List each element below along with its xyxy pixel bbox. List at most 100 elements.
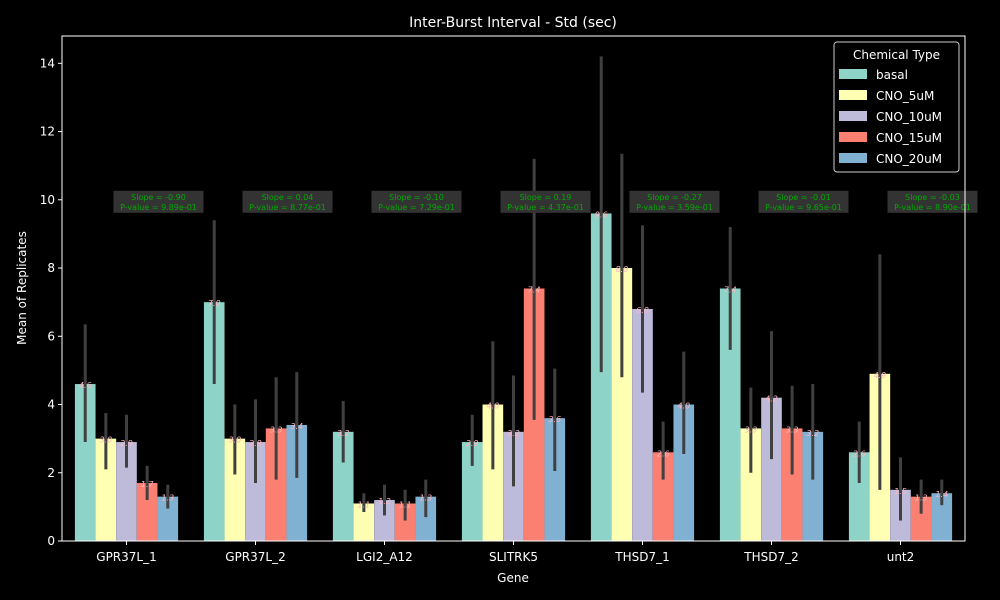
legend-swatch <box>839 153 867 163</box>
bar-value-label: 7.0 <box>208 299 221 308</box>
chart-title: Inter-Burst Interval - Std (sec) <box>409 15 617 31</box>
legend-entry: CNO_5uM <box>876 89 934 103</box>
bar <box>482 404 504 541</box>
bar-value-label: 7.4 <box>724 286 737 295</box>
bar-value-label: 8.0 <box>615 265 628 274</box>
legend-swatch <box>839 69 867 79</box>
bar <box>740 428 762 541</box>
annotation-box <box>887 190 978 213</box>
axes-frame <box>61 35 966 542</box>
bar-value-label: 2.6 <box>853 449 866 458</box>
y-tick-label: 8 <box>47 261 55 275</box>
annotation-slope: Slope = -0.27 <box>647 193 702 202</box>
bar <box>116 442 137 541</box>
x-tick-label: LGI2_A12 <box>356 550 413 564</box>
bar-value-label: 4.9 <box>873 371 886 380</box>
bar <box>95 438 117 541</box>
y-tick-label: 0 <box>47 534 55 548</box>
y-tick-label: 6 <box>47 329 55 343</box>
bar-value-label: 3.2 <box>806 429 819 438</box>
x-tick-label: THSD7_1 <box>614 550 669 564</box>
bar <box>157 496 179 541</box>
annotation-box <box>113 190 204 213</box>
bar-value-label: 1.3 <box>419 494 432 503</box>
annotation-pvalue: P-value = 4.37e-01 <box>507 203 584 212</box>
bar <box>203 302 225 541</box>
bar <box>590 213 612 541</box>
bar <box>848 452 870 541</box>
x-tick-label: unt2 <box>887 550 915 564</box>
annotation-pvalue: P-value = 3.59e-01 <box>636 203 713 212</box>
annotation-slope: Slope = -0.03 <box>905 193 960 202</box>
annotation-slope: Slope = 0.19 <box>520 193 572 202</box>
bar-value-label: 2.6 <box>657 449 670 458</box>
bar-value-label: 1.7 <box>141 480 155 489</box>
bar <box>802 431 824 541</box>
bar <box>332 431 354 541</box>
bar-value-label: 9.6 <box>595 210 608 219</box>
bar-value-label: 3.0 <box>99 436 112 445</box>
annotation-pvalue: P-value = 8.77e-01 <box>249 203 326 212</box>
bar <box>374 500 395 541</box>
x-tick-label: SLITRK5 <box>489 550 538 564</box>
bar-value-label: 3.3 <box>270 425 283 434</box>
bar <box>74 384 96 541</box>
bar-value-label: 3.3 <box>744 425 757 434</box>
bar-value-label: 4.6 <box>79 381 92 390</box>
annotation-box <box>500 190 591 213</box>
annotation-pvalue: P-value = 9.65e-01 <box>765 203 842 212</box>
bar <box>761 397 782 541</box>
bar-value-label: 1.4 <box>935 490 948 499</box>
annotation-box <box>242 190 333 213</box>
legend-entry: CNO_15uM <box>876 131 942 145</box>
annotation-pvalue: P-value = 9.89e-01 <box>120 203 197 212</box>
bar <box>611 268 633 541</box>
bar <box>910 496 932 541</box>
bar <box>673 404 695 541</box>
x-tick-label: THSD7_2 <box>743 550 798 564</box>
bar-value-label: 1.3 <box>161 494 174 503</box>
bar <box>544 418 566 541</box>
annotation-pvalue: P-value = 7.29e-01 <box>378 203 455 212</box>
bar-value-label: 3.3 <box>786 425 799 434</box>
legend-swatch <box>839 111 867 121</box>
annotation-slope: Slope = -0.90 <box>131 193 186 202</box>
bar-value-label: 3.4 <box>290 422 303 431</box>
annotation-slope: Slope = -0.01 <box>776 193 831 202</box>
bar <box>931 493 953 541</box>
bar <box>286 424 308 541</box>
x-tick-label: GPR37L_1 <box>96 550 156 564</box>
bar-value-label: 3.2 <box>337 429 350 438</box>
bar-value-label: 4.0 <box>677 402 690 411</box>
bar-value-label: 2.9 <box>466 439 479 448</box>
bar-value-label: 1.5 <box>894 487 907 496</box>
annotation-slope: Slope = -0.10 <box>389 193 444 202</box>
y-axis-label: Mean of Replicates <box>15 231 29 345</box>
bar-value-label: 3.0 <box>228 436 241 445</box>
annotation-box <box>371 190 462 213</box>
bar-value-label: 6.8 <box>636 306 649 315</box>
legend-entry: basal <box>876 68 908 82</box>
y-tick-label: 14 <box>40 56 55 70</box>
bar <box>415 496 437 541</box>
bar <box>353 503 375 541</box>
bar-value-label: 1.1 <box>357 500 370 509</box>
bar <box>224 438 246 541</box>
bar-value-label: 3.2 <box>507 429 520 438</box>
annotation-box <box>629 190 720 213</box>
bar-value-label: 7.4 <box>528 286 541 295</box>
bar-value-label: 4.0 <box>486 402 499 411</box>
annotation-slope: Slope = 0.04 <box>262 193 314 202</box>
plot-area: 0 2 4 6 8 10 12 14 4.6 7.0 3.2 2.9 9.6 7.4 2.6 3.0 3.0 1.… <box>40 35 978 564</box>
legend-entry: CNO_20uM <box>876 152 942 166</box>
bar-value-label: 2.9 <box>249 439 262 448</box>
bar <box>652 452 674 541</box>
x-tick-label: GPR37L_2 <box>225 550 285 564</box>
bar-value-label: 4.2 <box>765 395 778 404</box>
y-tick-label: 4 <box>47 398 55 412</box>
bar-value-label: 1.3 <box>915 494 928 503</box>
legend: Chemical Type basal CNO_5uM CNO_10uM CNO_15u… <box>833 41 960 173</box>
legend-swatch <box>839 90 867 100</box>
legend-entry: CNO_10uM <box>876 110 942 124</box>
